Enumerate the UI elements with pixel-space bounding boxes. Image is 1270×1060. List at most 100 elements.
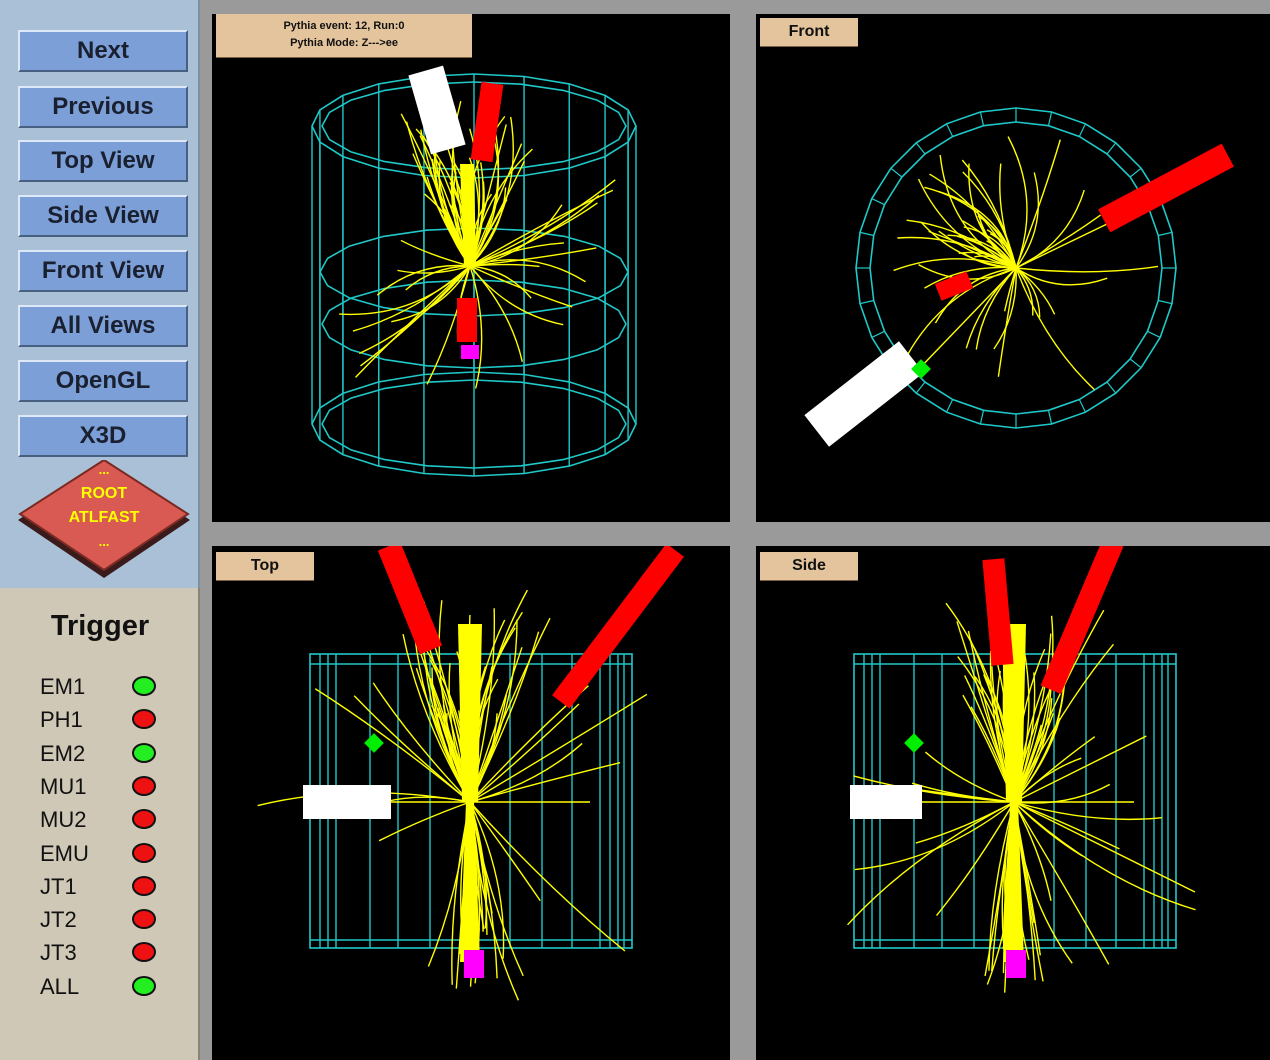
perspective-viewport[interactable]: Pythia event: 12, Run:0 Pythia Mode: Z--… <box>212 14 730 522</box>
particle-track <box>915 801 1015 844</box>
next-button[interactable]: Next <box>18 30 188 72</box>
detector-segment <box>1047 410 1053 425</box>
particle-track <box>1015 267 1034 316</box>
trigger-row-6: JT1 <box>0 872 200 902</box>
trigger-row-9: ALL <box>0 972 200 1002</box>
particle-track <box>469 242 564 267</box>
particle-track <box>339 265 471 316</box>
detector-segment <box>1129 358 1142 369</box>
trigger-status-led <box>132 775 156 796</box>
jet-cluster <box>470 81 504 163</box>
trigger-row-0: EM1 <box>0 672 200 702</box>
jet-core-track <box>460 164 476 266</box>
detector-segment <box>979 410 985 425</box>
front-view-button[interactable]: Front View <box>18 250 188 292</box>
trigger-label: ALL <box>40 973 80 999</box>
detector-segment <box>915 142 926 155</box>
trigger-label: JT2 <box>40 907 77 933</box>
detector-segment <box>979 111 985 126</box>
detector-segment <box>946 399 954 413</box>
detector-ring <box>321 379 627 469</box>
particle-track <box>935 801 1015 916</box>
detector-segment <box>1078 399 1086 413</box>
top-event-display <box>257 546 684 1001</box>
previous-button[interactable]: Previous <box>18 86 188 128</box>
particle-track <box>353 695 471 803</box>
particle-track <box>469 265 483 389</box>
particle-track <box>469 259 586 283</box>
detector-segment <box>1147 330 1161 338</box>
particle-track <box>1013 801 1052 901</box>
top-view-button[interactable]: Top View <box>18 140 188 182</box>
particle-track <box>469 265 564 326</box>
particle-track <box>376 264 471 296</box>
particle-track <box>469 617 551 803</box>
jet-cluster <box>934 271 974 301</box>
particle-track <box>1013 801 1162 821</box>
particle-track <box>469 189 614 267</box>
trigger-label: MU2 <box>40 807 87 833</box>
photon-cluster <box>364 733 384 753</box>
particle-track <box>469 801 505 959</box>
root-atlfast-logo[interactable]: ... ROOT ATLFAST ... <box>14 460 194 584</box>
detector-segment <box>1106 381 1117 394</box>
detector-segment <box>1047 111 1053 126</box>
particle-track <box>1015 265 1159 273</box>
particle-track <box>378 801 471 842</box>
particle-track <box>1013 801 1120 850</box>
trigger-row-7: JT2 <box>0 905 200 935</box>
photon-cluster <box>904 733 924 753</box>
muon-hit <box>1006 950 1026 978</box>
particle-track <box>938 190 1017 269</box>
particle-track <box>469 265 573 308</box>
particle-track <box>469 801 498 979</box>
trigger-label: MU1 <box>40 773 87 799</box>
trigger-row-3: MU1 <box>0 772 200 802</box>
detector-ring <box>321 279 627 369</box>
detector-segment <box>1129 167 1142 178</box>
detector-segment <box>946 123 954 137</box>
particle-track <box>469 693 648 803</box>
particle-track <box>1015 214 1101 269</box>
particle-track <box>469 801 626 952</box>
particle-track <box>360 265 471 367</box>
trigger-label: EM1 <box>40 674 86 699</box>
particle-track <box>1015 267 1041 318</box>
jet-core-track <box>460 802 480 962</box>
electron-cluster <box>850 785 922 819</box>
detector-ring <box>321 81 627 171</box>
top-viewport[interactable]: Top <box>212 546 730 1060</box>
trigger-status-led <box>132 975 156 996</box>
side-view-button[interactable]: Side View <box>18 195 188 237</box>
particle-track <box>929 173 1017 269</box>
muon-hit <box>464 950 484 978</box>
trigger-panel: Trigger EM1 PH1 EM2 MU1 MU2 EMU JT1 JT2 JT3 ALL <box>0 588 200 1060</box>
particle-track <box>469 742 583 803</box>
front-viewport[interactable]: Front <box>756 14 1270 522</box>
particle-track <box>1015 267 1108 286</box>
detector-segment <box>915 381 926 394</box>
particle-track <box>469 703 580 803</box>
particle-track <box>1013 615 1054 803</box>
particle-track <box>1015 139 1061 269</box>
particle-track <box>1013 801 1083 857</box>
x3d-button[interactable]: X3D <box>18 415 188 457</box>
trigger-status-led <box>132 709 156 730</box>
trigger-row-1: PH1 <box>0 705 200 735</box>
all-views-button[interactable]: All Views <box>18 305 188 347</box>
trigger-label: EM2 <box>40 740 86 766</box>
top-view-label: Top <box>216 552 314 581</box>
side-viewport[interactable]: Side <box>756 546 1270 1060</box>
jet-core-track <box>1004 802 1024 962</box>
trigger-row-5: EMU <box>0 839 200 869</box>
front-event-display <box>804 107 1234 447</box>
detector-segment <box>1078 123 1086 137</box>
jet-cluster <box>1098 143 1234 233</box>
detector-segment <box>1158 231 1173 237</box>
opengl-button[interactable]: OpenGL <box>18 360 188 402</box>
trigger-status-led <box>132 742 156 763</box>
trigger-label: EMU <box>40 840 89 866</box>
trigger-status-led <box>132 875 156 896</box>
particle-track <box>1013 801 1110 965</box>
detector-segment <box>859 299 874 305</box>
